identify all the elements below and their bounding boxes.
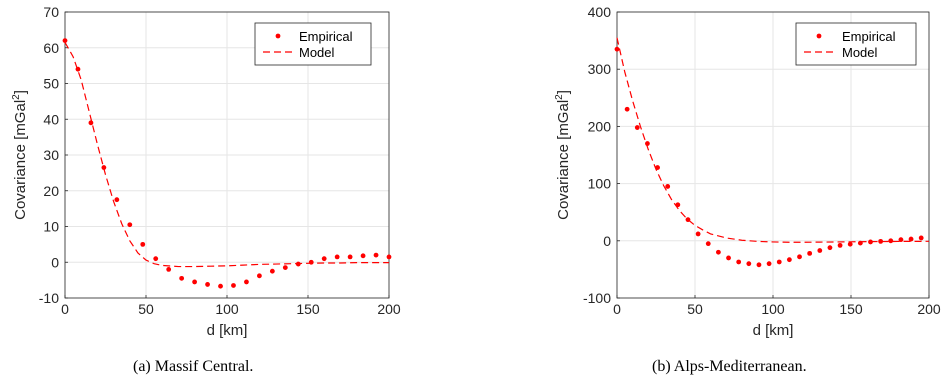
x-tick-label: 100 — [761, 301, 785, 317]
empirical-point — [231, 283, 236, 288]
empirical-point — [837, 242, 843, 248]
empirical-point — [797, 254, 802, 260]
empirical-point — [244, 279, 249, 285]
x-axis-label: d [km] — [753, 322, 794, 339]
empirical-point — [127, 222, 133, 228]
x-tick-label: 0 — [613, 301, 621, 317]
x-tick-label: 150 — [839, 301, 863, 317]
empirical-point — [257, 273, 262, 279]
y-tick-label: 0 — [603, 233, 611, 249]
legend-label: Model — [842, 45, 878, 60]
empirical-point — [218, 283, 223, 289]
empirical-point — [868, 239, 873, 245]
empirical-point — [888, 238, 894, 244]
x-tick-label: 200 — [377, 301, 401, 317]
empirical-point — [746, 261, 752, 267]
empirical-point — [695, 231, 701, 237]
caption-massif-central: (a) Massif Central. — [133, 358, 254, 375]
x-tick-label: 200 — [917, 301, 941, 317]
x-tick-label: 0 — [61, 301, 69, 317]
empirical-point — [766, 261, 772, 267]
y-tick-label: 200 — [588, 118, 612, 134]
y-tick-label: 70 — [43, 4, 59, 20]
y-tick-label: -10 — [39, 290, 59, 306]
empirical-point — [373, 252, 379, 258]
empirical-point — [347, 254, 353, 260]
empirical-point — [334, 254, 340, 260]
y-tick-label: 30 — [43, 147, 59, 163]
legend-box — [795, 22, 917, 66]
empirical-point — [756, 262, 762, 268]
empirical-point — [114, 197, 120, 203]
empirical-point — [614, 46, 620, 52]
legend-label: Empirical — [842, 29, 896, 44]
y-axis-label: Covariance [mGal2] — [554, 90, 572, 220]
empirical-point — [282, 265, 288, 271]
empirical-point — [847, 241, 853, 247]
empirical-point — [878, 238, 884, 244]
y-tick-label: 10 — [43, 219, 59, 235]
empirical-point — [360, 253, 366, 259]
y-tick-label: 40 — [43, 111, 59, 127]
y-axis-label: Covariance [mGal2] — [11, 90, 29, 220]
model-line — [616, 37, 930, 243]
empirical-point — [736, 259, 742, 265]
legend-box — [254, 22, 372, 66]
empirical-point — [705, 241, 711, 247]
model-line — [64, 42, 389, 268]
x-tick-label: 50 — [138, 301, 154, 317]
legend-empirical-swatch — [275, 33, 281, 39]
y-tick-label: 400 — [588, 4, 612, 20]
y-tick-label: 20 — [43, 183, 59, 199]
empirical-point — [776, 259, 782, 265]
empirical-point — [179, 275, 185, 281]
y-tick-label: 100 — [588, 176, 612, 192]
empirical-point — [101, 165, 107, 170]
empirical-point — [817, 248, 823, 253]
empirical-point — [321, 256, 327, 262]
caption-alps-mediterranean: (b) Alps-Mediterranean. — [652, 358, 807, 375]
empirical-point — [166, 267, 172, 272]
empirical-point — [624, 106, 630, 112]
empirical-point — [827, 245, 833, 251]
empirical-point — [726, 255, 731, 261]
legend-label: Empirical — [299, 29, 353, 44]
y-tick-label: 50 — [43, 76, 59, 92]
empirical-point — [665, 184, 671, 189]
empirical-point — [386, 254, 392, 260]
x-tick-label: 100 — [215, 301, 239, 317]
x-tick-label: 50 — [687, 301, 703, 317]
empirical-point — [634, 125, 640, 130]
empirical-point — [308, 259, 314, 265]
empirical-point — [269, 268, 275, 274]
empirical-point — [140, 241, 146, 247]
empirical-point — [918, 235, 924, 241]
legend-empirical-swatch — [816, 33, 822, 39]
empirical-point — [908, 236, 914, 242]
y-tick-label: 0 — [51, 254, 59, 270]
empirical-point — [153, 256, 159, 262]
y-tick-label: -100 — [583, 290, 611, 306]
empirical-point — [786, 257, 792, 263]
empirical-point — [205, 282, 210, 287]
empirical-point — [898, 237, 904, 243]
x-tick-label: 150 — [296, 301, 320, 317]
empirical-point — [62, 38, 68, 43]
y-tick-label: 300 — [588, 61, 612, 77]
x-axis-label: d [km] — [207, 322, 248, 339]
empirical-point — [192, 279, 198, 285]
y-tick-label: 60 — [43, 40, 59, 56]
empirical-point — [716, 249, 721, 255]
empirical-point — [807, 250, 813, 256]
empirical-point — [88, 120, 94, 126]
legend-label: Model — [299, 45, 335, 60]
